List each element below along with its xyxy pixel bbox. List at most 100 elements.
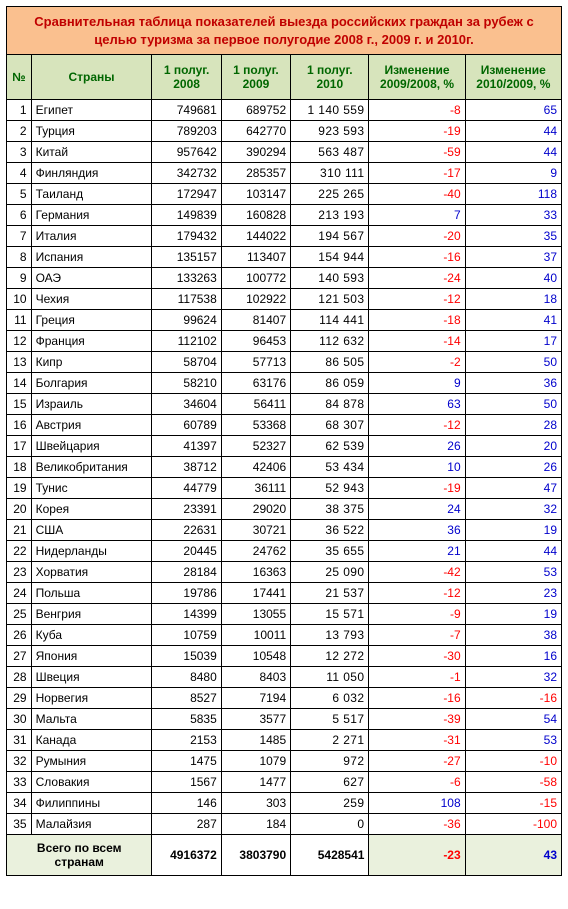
table-row: 11Греция9962481407114 441-1841: [7, 310, 562, 331]
cell-2009: 52327: [221, 436, 290, 457]
cell-chg0908: -19: [369, 478, 465, 499]
cell-2009: 17441: [221, 583, 290, 604]
cell-2008: 38712: [152, 457, 221, 478]
cell-2008: 23391: [152, 499, 221, 520]
cell-country: Болгария: [31, 373, 152, 394]
total-row: Всего по всем странам 4916372 3803790 54…: [7, 835, 562, 876]
cell-chg0908: -36: [369, 814, 465, 835]
cell-2008: 5835: [152, 709, 221, 730]
cell-2009: 1477: [221, 772, 290, 793]
cell-2009: 303: [221, 793, 290, 814]
cell-2009: 29020: [221, 499, 290, 520]
cell-2009: 7194: [221, 688, 290, 709]
cell-chg1009: -100: [465, 814, 561, 835]
cell-2010: 972: [291, 751, 369, 772]
table-row: 21США226313072136 5223619: [7, 520, 562, 541]
cell-num: 12: [7, 331, 32, 352]
cell-2010: 627: [291, 772, 369, 793]
table-row: 18Великобритания387124240653 4341026: [7, 457, 562, 478]
total-2010: 5428541: [291, 835, 369, 876]
cell-2008: 34604: [152, 394, 221, 415]
cell-chg1009: 54: [465, 709, 561, 730]
cell-num: 5: [7, 184, 32, 205]
cell-country: Турция: [31, 121, 152, 142]
cell-country: США: [31, 520, 152, 541]
cell-2010: 0: [291, 814, 369, 835]
cell-2010: 259: [291, 793, 369, 814]
cell-chg1009: -16: [465, 688, 561, 709]
cell-country: Чехия: [31, 289, 152, 310]
cell-2010: 68 307: [291, 415, 369, 436]
cell-chg0908: -19: [369, 121, 465, 142]
table-row: 13Кипр587045771386 505-250: [7, 352, 562, 373]
cell-num: 18: [7, 457, 32, 478]
cell-2009: 16363: [221, 562, 290, 583]
cell-chg0908: -17: [369, 163, 465, 184]
cell-2009: 102922: [221, 289, 290, 310]
cell-2009: 689752: [221, 100, 290, 121]
cell-chg1009: 53: [465, 730, 561, 751]
cell-chg0908: 10: [369, 457, 465, 478]
cell-chg1009: 32: [465, 499, 561, 520]
table-row: 22Нидерланды204452476235 6552144: [7, 541, 562, 562]
cell-country: Италия: [31, 226, 152, 247]
cell-2010: 114 441: [291, 310, 369, 331]
cell-2009: 8403: [221, 667, 290, 688]
cell-country: Канада: [31, 730, 152, 751]
cell-chg0908: -16: [369, 247, 465, 268]
table-row: 25Венгрия143991305515 571-919: [7, 604, 562, 625]
table-row: 32Румыния14751079972-27-10: [7, 751, 562, 772]
cell-chg0908: 108: [369, 793, 465, 814]
cell-country: Мальта: [31, 709, 152, 730]
cell-num: 14: [7, 373, 32, 394]
cell-chg1009: 33: [465, 205, 561, 226]
col-chg1009-header: Изменение 2010/2009, %: [465, 55, 561, 100]
cell-2010: 213 193: [291, 205, 369, 226]
cell-chg0908: -20: [369, 226, 465, 247]
cell-2010: 563 487: [291, 142, 369, 163]
cell-chg1009: 41: [465, 310, 561, 331]
cell-2010: 52 943: [291, 478, 369, 499]
table-row: 33Словакия15671477627-6-58: [7, 772, 562, 793]
cell-chg1009: 65: [465, 100, 561, 121]
cell-num: 8: [7, 247, 32, 268]
cell-2008: 58704: [152, 352, 221, 373]
cell-chg0908: -40: [369, 184, 465, 205]
cell-country: Румыния: [31, 751, 152, 772]
cell-chg0908: -31: [369, 730, 465, 751]
cell-country: ОАЭ: [31, 268, 152, 289]
cell-country: Швейцария: [31, 436, 152, 457]
table-row: 24Польша197861744121 537-1223: [7, 583, 562, 604]
cell-num: 21: [7, 520, 32, 541]
table-row: 3Китай957642390294563 487-5944: [7, 142, 562, 163]
table-row: 8Испания135157113407154 944-1637: [7, 247, 562, 268]
cell-chg0908: 21: [369, 541, 465, 562]
cell-2010: 84 878: [291, 394, 369, 415]
cell-num: 7: [7, 226, 32, 247]
cell-chg1009: 36: [465, 373, 561, 394]
table-row: 17Швейцария413975232762 5392620: [7, 436, 562, 457]
table-row: 10Чехия117538102922121 503-1218: [7, 289, 562, 310]
cell-chg1009: 18: [465, 289, 561, 310]
cell-chg0908: 26: [369, 436, 465, 457]
cell-2009: 103147: [221, 184, 290, 205]
cell-2010: 53 434: [291, 457, 369, 478]
cell-country: Китай: [31, 142, 152, 163]
cell-2009: 36111: [221, 478, 290, 499]
cell-num: 23: [7, 562, 32, 583]
cell-2010: 2 271: [291, 730, 369, 751]
table-row: 29Норвегия852771946 032-16-16: [7, 688, 562, 709]
col-2010-header: 1 полуг. 2010: [291, 55, 369, 100]
cell-2009: 10011: [221, 625, 290, 646]
cell-2008: 60789: [152, 415, 221, 436]
cell-2010: 12 272: [291, 646, 369, 667]
cell-chg0908: -9: [369, 604, 465, 625]
total-label: Всего по всем странам: [7, 835, 152, 876]
cell-chg1009: 44: [465, 142, 561, 163]
cell-chg1009: 44: [465, 121, 561, 142]
cell-num: 34: [7, 793, 32, 814]
cell-country: Куба: [31, 625, 152, 646]
cell-num: 22: [7, 541, 32, 562]
cell-2010: 13 793: [291, 625, 369, 646]
cell-2010: 15 571: [291, 604, 369, 625]
